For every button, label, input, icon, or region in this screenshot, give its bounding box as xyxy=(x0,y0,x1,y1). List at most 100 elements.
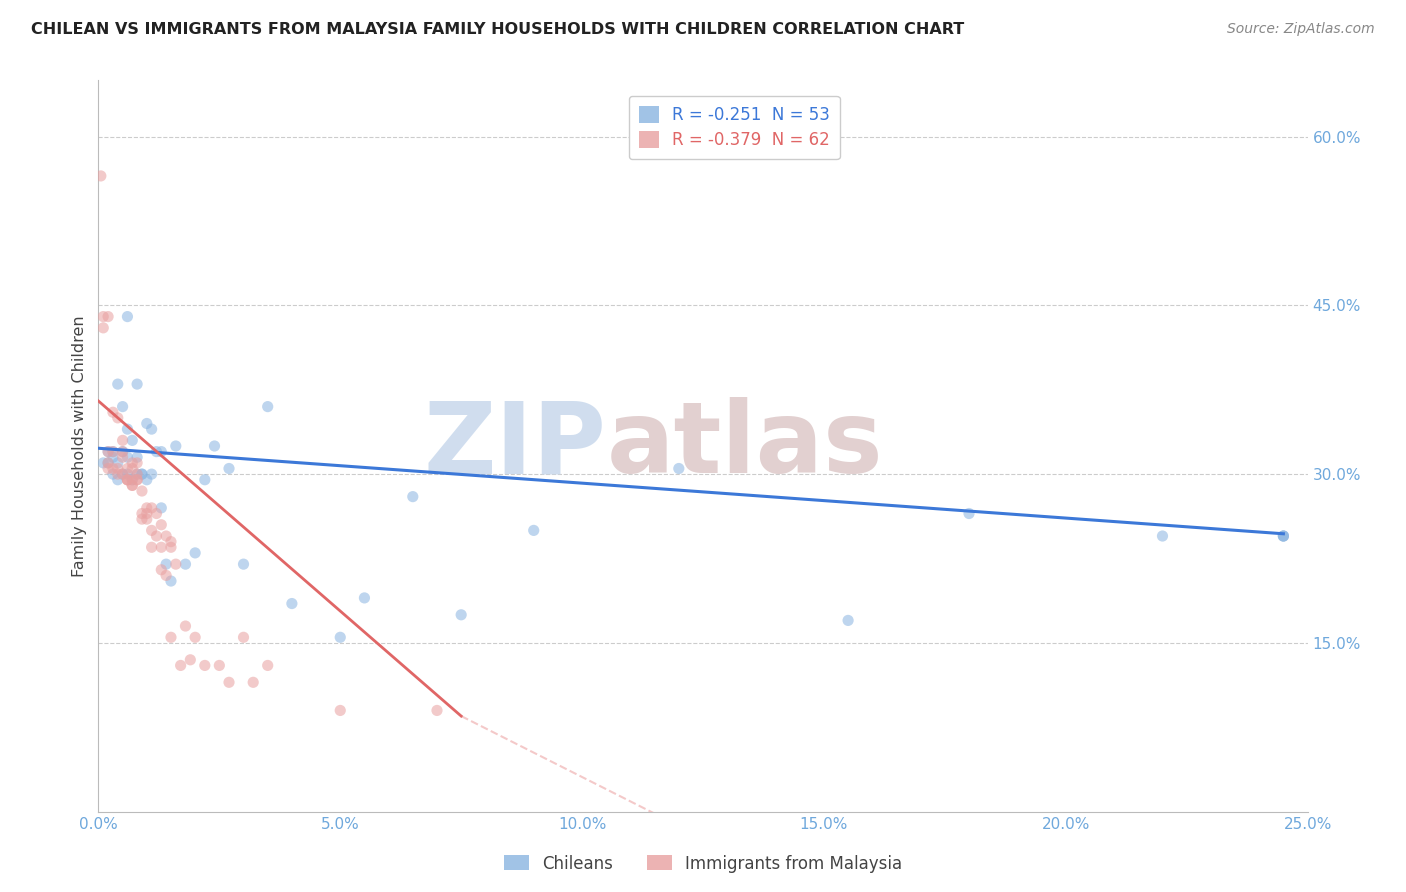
Point xyxy=(111,467,134,482)
Point xyxy=(97,456,120,470)
Point xyxy=(127,473,149,487)
Point xyxy=(169,658,191,673)
Point xyxy=(101,444,124,458)
Point xyxy=(218,675,240,690)
Point xyxy=(174,619,197,633)
Point xyxy=(97,461,120,475)
Point xyxy=(160,541,183,555)
Point xyxy=(218,461,240,475)
Point xyxy=(1272,529,1295,543)
Point xyxy=(90,169,112,183)
Text: atlas: atlas xyxy=(606,398,883,494)
Point xyxy=(232,630,254,644)
Point xyxy=(135,512,157,526)
Point xyxy=(353,591,375,605)
Legend: Chileans, Immigrants from Malaysia: Chileans, Immigrants from Malaysia xyxy=(498,848,908,880)
Legend: R = -0.251  N = 53, R = -0.379  N = 62: R = -0.251 N = 53, R = -0.379 N = 62 xyxy=(628,96,839,159)
Point xyxy=(184,630,207,644)
Point xyxy=(155,568,177,582)
Point xyxy=(131,483,153,498)
Point xyxy=(121,461,143,475)
Point xyxy=(957,507,980,521)
Point xyxy=(121,473,143,487)
Point xyxy=(179,653,201,667)
Point xyxy=(91,456,114,470)
Point xyxy=(117,450,139,465)
Point xyxy=(117,473,139,487)
Point xyxy=(150,500,173,515)
Point xyxy=(107,456,129,470)
Point xyxy=(97,310,120,324)
Point xyxy=(668,461,690,475)
Point xyxy=(155,557,177,571)
Point xyxy=(97,444,120,458)
Point xyxy=(107,461,129,475)
Point xyxy=(107,473,129,487)
Point xyxy=(141,500,163,515)
Point xyxy=(131,512,153,526)
Point xyxy=(402,490,425,504)
Point xyxy=(1152,529,1174,543)
Point xyxy=(141,541,163,555)
Point xyxy=(97,444,120,458)
Point xyxy=(131,467,153,482)
Point xyxy=(837,614,859,628)
Point xyxy=(141,422,163,436)
Point xyxy=(117,310,139,324)
Point xyxy=(141,467,163,482)
Point xyxy=(111,434,134,448)
Point xyxy=(101,444,124,458)
Point xyxy=(117,473,139,487)
Point xyxy=(135,507,157,521)
Point xyxy=(523,524,546,538)
Point xyxy=(141,524,163,538)
Point xyxy=(107,377,129,392)
Point xyxy=(97,456,120,470)
Point xyxy=(117,473,139,487)
Point xyxy=(155,529,177,543)
Point xyxy=(101,467,124,482)
Point xyxy=(184,546,207,560)
Point xyxy=(1272,529,1295,543)
Point xyxy=(101,461,124,475)
Point xyxy=(121,473,143,487)
Point xyxy=(232,557,254,571)
Point xyxy=(145,444,167,458)
Point xyxy=(127,450,149,465)
Point xyxy=(117,467,139,482)
Point xyxy=(329,703,352,717)
Point xyxy=(101,450,124,465)
Point xyxy=(127,473,149,487)
Point xyxy=(204,439,226,453)
Text: CHILEAN VS IMMIGRANTS FROM MALAYSIA FAMILY HOUSEHOLDS WITH CHILDREN CORRELATION : CHILEAN VS IMMIGRANTS FROM MALAYSIA FAMI… xyxy=(31,22,965,37)
Text: Source: ZipAtlas.com: Source: ZipAtlas.com xyxy=(1227,22,1375,37)
Point xyxy=(256,400,278,414)
Point xyxy=(117,422,139,436)
Point xyxy=(107,467,129,482)
Point xyxy=(426,703,449,717)
Point xyxy=(150,541,173,555)
Point xyxy=(111,444,134,458)
Y-axis label: Family Households with Children: Family Households with Children xyxy=(72,315,87,577)
Point xyxy=(242,675,264,690)
Point xyxy=(111,450,134,465)
Point xyxy=(281,597,304,611)
Point xyxy=(121,456,143,470)
Point xyxy=(107,410,129,425)
Point xyxy=(131,507,153,521)
Point xyxy=(111,467,134,482)
Point xyxy=(127,456,149,470)
Point xyxy=(135,473,157,487)
Point xyxy=(1272,529,1295,543)
Point xyxy=(121,478,143,492)
Point xyxy=(160,534,183,549)
Point xyxy=(111,400,134,414)
Point xyxy=(165,557,187,571)
Point xyxy=(194,658,217,673)
Point xyxy=(208,658,231,673)
Point xyxy=(127,467,149,482)
Point xyxy=(145,507,167,521)
Point xyxy=(329,630,352,644)
Point xyxy=(160,574,183,588)
Point xyxy=(131,467,153,482)
